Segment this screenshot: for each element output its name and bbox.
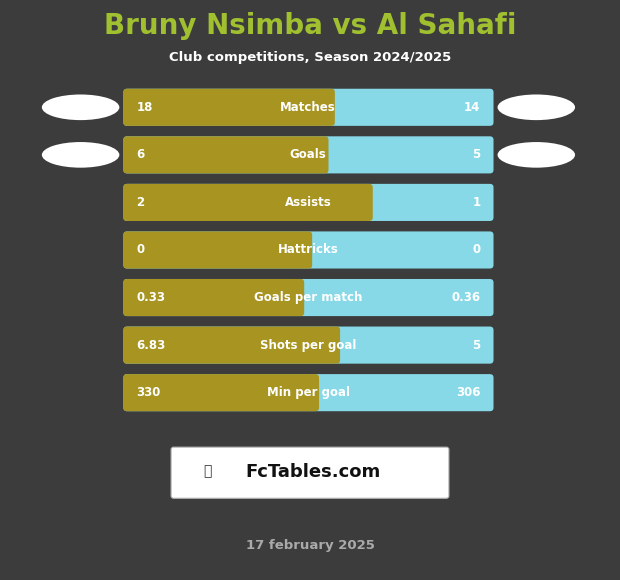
- FancyBboxPatch shape: [123, 89, 494, 126]
- Ellipse shape: [497, 142, 575, 168]
- Text: 306: 306: [456, 386, 480, 399]
- FancyBboxPatch shape: [123, 231, 494, 269]
- Text: Goals per match: Goals per match: [254, 291, 362, 304]
- FancyBboxPatch shape: [123, 184, 373, 221]
- Text: 17 february 2025: 17 february 2025: [246, 539, 374, 552]
- FancyBboxPatch shape: [123, 279, 494, 316]
- Text: FcTables.com: FcTables.com: [246, 462, 381, 481]
- Ellipse shape: [497, 95, 575, 120]
- Text: Goals: Goals: [290, 148, 327, 161]
- Text: 6.83: 6.83: [136, 339, 166, 351]
- Text: 5: 5: [472, 339, 480, 351]
- Ellipse shape: [42, 95, 120, 120]
- Text: Bruny Nsimba vs Al Sahafi: Bruny Nsimba vs Al Sahafi: [104, 12, 516, 39]
- FancyBboxPatch shape: [171, 447, 449, 498]
- Text: 0.36: 0.36: [451, 291, 481, 304]
- FancyBboxPatch shape: [123, 374, 319, 411]
- Text: 18: 18: [136, 101, 153, 114]
- Text: Shots per goal: Shots per goal: [260, 339, 356, 351]
- Text: 0.33: 0.33: [136, 291, 166, 304]
- FancyBboxPatch shape: [123, 184, 494, 221]
- FancyBboxPatch shape: [123, 279, 304, 316]
- FancyBboxPatch shape: [123, 89, 335, 126]
- FancyBboxPatch shape: [123, 374, 494, 411]
- Text: 2: 2: [136, 196, 144, 209]
- FancyBboxPatch shape: [123, 327, 494, 364]
- Text: 0: 0: [472, 244, 480, 256]
- FancyBboxPatch shape: [123, 231, 312, 269]
- Text: 0: 0: [136, 244, 144, 256]
- Text: 6: 6: [136, 148, 144, 161]
- Text: 330: 330: [136, 386, 161, 399]
- Text: Hattricks: Hattricks: [278, 244, 339, 256]
- Text: 5: 5: [472, 148, 480, 161]
- Text: Assists: Assists: [285, 196, 332, 209]
- Text: Club competitions, Season 2024/2025: Club competitions, Season 2024/2025: [169, 52, 451, 64]
- FancyBboxPatch shape: [123, 327, 340, 364]
- Text: Min per goal: Min per goal: [267, 386, 350, 399]
- Text: Matches: Matches: [280, 101, 336, 114]
- FancyBboxPatch shape: [123, 136, 329, 173]
- Ellipse shape: [42, 142, 120, 168]
- FancyBboxPatch shape: [123, 136, 494, 173]
- Text: 📊: 📊: [203, 465, 212, 478]
- Text: 1: 1: [472, 196, 480, 209]
- Text: 14: 14: [464, 101, 480, 114]
